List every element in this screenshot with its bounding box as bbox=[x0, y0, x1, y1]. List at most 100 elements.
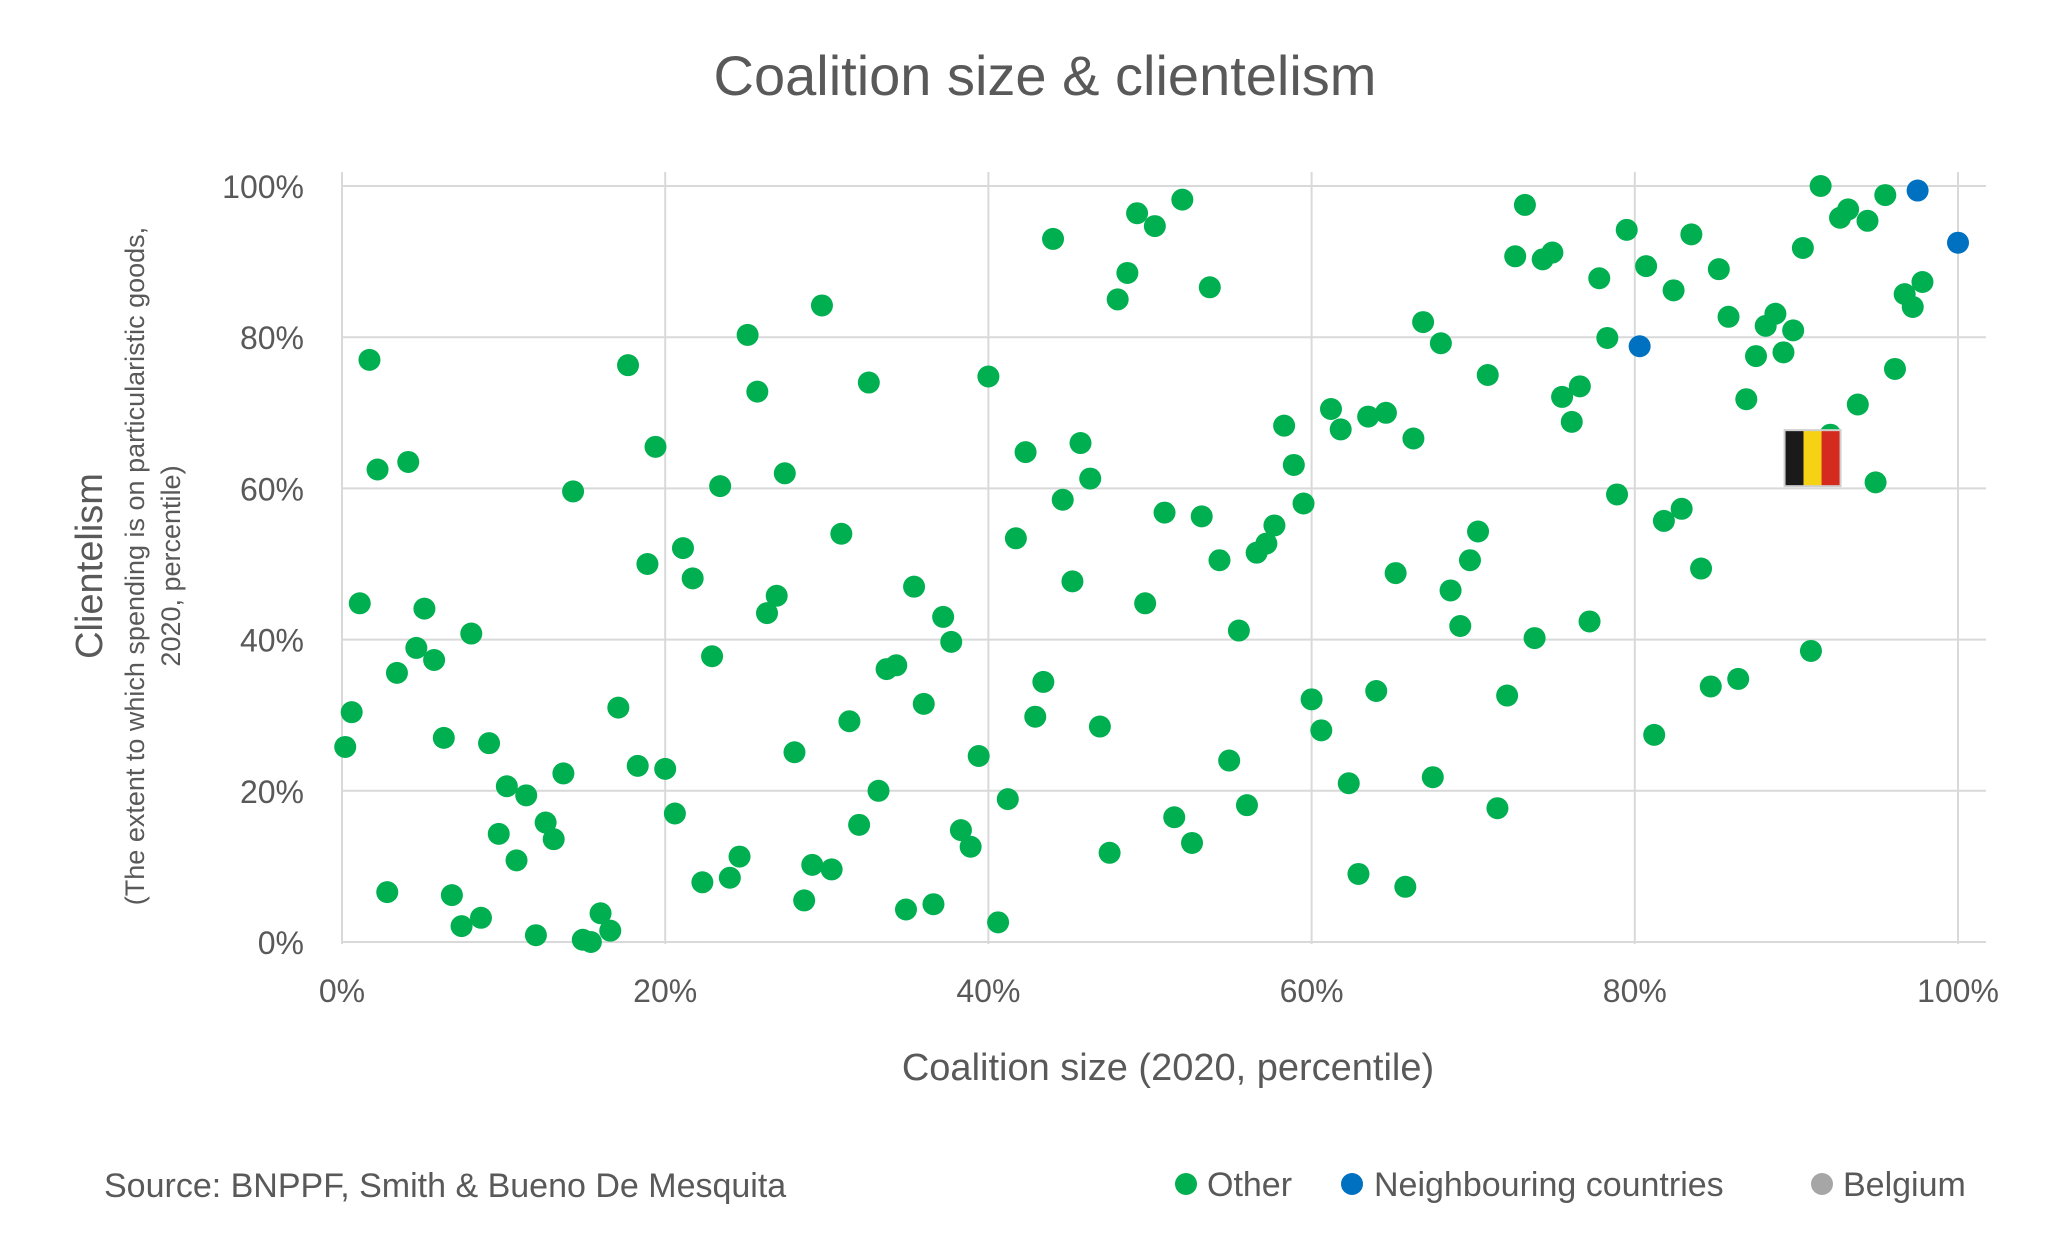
data-point bbox=[1235, 794, 1258, 817]
data-point bbox=[1727, 667, 1750, 690]
data-point bbox=[562, 480, 585, 503]
data-point bbox=[1606, 483, 1629, 506]
data-point bbox=[1412, 311, 1435, 334]
data-point bbox=[1263, 514, 1286, 537]
y-tick-label: 40% bbox=[240, 623, 304, 659]
y-axis-label: Clientelism bbox=[69, 473, 111, 659]
data-point bbox=[542, 828, 565, 851]
data-point bbox=[636, 553, 659, 575]
data-point bbox=[746, 380, 769, 403]
data-point bbox=[709, 475, 732, 498]
data-point bbox=[1329, 418, 1352, 441]
data-point bbox=[1707, 258, 1730, 281]
data-point bbox=[987, 911, 1010, 934]
data-point bbox=[801, 853, 824, 876]
data-point bbox=[1874, 184, 1897, 207]
data-point bbox=[1799, 639, 1822, 662]
data-point bbox=[1300, 688, 1323, 711]
data-point bbox=[1467, 520, 1490, 543]
data-point bbox=[820, 858, 843, 881]
data-point bbox=[1735, 388, 1758, 411]
data-point bbox=[718, 866, 741, 889]
data-point bbox=[1198, 276, 1221, 299]
data-point bbox=[830, 522, 853, 545]
data-point bbox=[366, 458, 389, 481]
belgium-flag-icon bbox=[1783, 429, 1842, 488]
data-point bbox=[1402, 427, 1425, 450]
data-point bbox=[385, 661, 408, 684]
data-point bbox=[1282, 453, 1305, 476]
data-point bbox=[589, 902, 612, 925]
data-point bbox=[1670, 497, 1693, 520]
y-axis-sublabel-line-1: (The extent to which spending is on part… bbox=[120, 227, 150, 905]
data-point bbox=[1024, 705, 1047, 728]
data-point bbox=[810, 294, 833, 317]
data-point bbox=[1319, 398, 1342, 421]
y-tick-label: 100% bbox=[222, 169, 304, 205]
x-tick-label: 60% bbox=[1280, 973, 1344, 1009]
data-point bbox=[515, 784, 538, 807]
data-point bbox=[644, 435, 667, 458]
data-point bbox=[1745, 345, 1767, 368]
x-tick-label: 80% bbox=[1603, 973, 1667, 1009]
data-point bbox=[1476, 364, 1499, 386]
legend: Other Neighbouring countries Belgium bbox=[1175, 1166, 1966, 1204]
data-point bbox=[1541, 241, 1564, 264]
data-point bbox=[857, 371, 880, 394]
data-point bbox=[1504, 245, 1527, 268]
chart-title: Coalition size & clientelism bbox=[714, 44, 1377, 107]
data-point bbox=[1911, 271, 1934, 294]
data-point bbox=[756, 602, 779, 625]
y-axis-sublabel-line-2: 2020, percentile) bbox=[156, 465, 186, 666]
data-point bbox=[607, 696, 630, 719]
data-point bbox=[1384, 562, 1407, 585]
data-point bbox=[765, 584, 788, 607]
data-point bbox=[793, 889, 816, 912]
data-point bbox=[1421, 766, 1444, 789]
data-point bbox=[1134, 592, 1157, 615]
data-point bbox=[1782, 319, 1805, 342]
data-point bbox=[922, 893, 945, 916]
data-point bbox=[671, 537, 694, 560]
data-point bbox=[1429, 332, 1452, 355]
data-point bbox=[1394, 875, 1417, 898]
data-point bbox=[397, 450, 420, 473]
data-point bbox=[1764, 302, 1787, 325]
data-point bbox=[1042, 227, 1065, 250]
flag-stripe-red bbox=[1821, 431, 1840, 486]
x-tick-label: 20% bbox=[633, 973, 697, 1009]
data-point bbox=[1643, 723, 1666, 746]
data-point bbox=[478, 732, 501, 755]
data-point bbox=[1190, 505, 1213, 528]
data-point bbox=[524, 924, 547, 947]
data-point bbox=[1883, 357, 1906, 380]
data-point bbox=[912, 692, 935, 715]
data-point bbox=[1596, 326, 1619, 349]
data-point bbox=[579, 931, 602, 953]
data-point bbox=[1181, 831, 1204, 854]
data-point bbox=[1458, 549, 1481, 572]
data-point bbox=[1449, 614, 1472, 637]
data-point bbox=[977, 365, 1000, 388]
data-point bbox=[691, 871, 714, 894]
data-point bbox=[1652, 509, 1675, 532]
data-point bbox=[358, 348, 381, 371]
data-point bbox=[1551, 385, 1574, 408]
data-point bbox=[1032, 670, 1055, 693]
legend-label-neighbouring: Neighbouring countries bbox=[1374, 1166, 1724, 1204]
data-point bbox=[534, 811, 557, 834]
data-point bbox=[423, 649, 446, 672]
data-point bbox=[1856, 209, 1879, 232]
data-point bbox=[440, 884, 463, 907]
data-point bbox=[1227, 619, 1250, 642]
data-point bbox=[1079, 467, 1102, 490]
data-point bbox=[1680, 223, 1703, 246]
data-point bbox=[1061, 570, 1084, 593]
data-point bbox=[1901, 295, 1924, 318]
data-point bbox=[1106, 288, 1129, 311]
data-point bbox=[1255, 532, 1278, 555]
data-point bbox=[1374, 401, 1397, 424]
data-point bbox=[783, 741, 806, 764]
data-point bbox=[1337, 772, 1360, 795]
